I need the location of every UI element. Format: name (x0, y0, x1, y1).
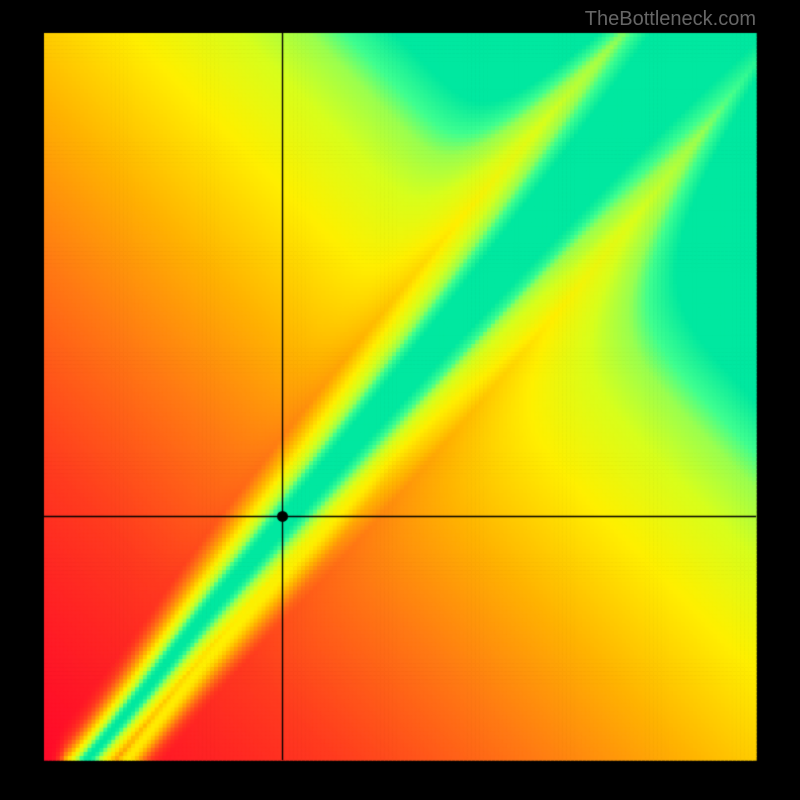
bottleneck-heatmap (0, 0, 800, 800)
figure-root: TheBottleneck.com (0, 0, 800, 800)
